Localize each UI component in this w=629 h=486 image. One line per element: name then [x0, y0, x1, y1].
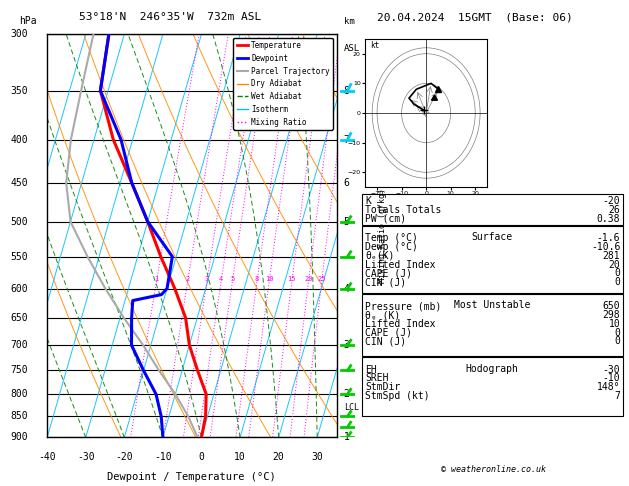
- Text: -10.6: -10.6: [591, 242, 620, 252]
- Text: -20: -20: [116, 451, 133, 462]
- Text: 7: 7: [344, 135, 350, 145]
- Text: ASL: ASL: [344, 44, 360, 53]
- Text: 8: 8: [344, 86, 350, 96]
- Text: SREH: SREH: [365, 373, 389, 383]
- Text: -30: -30: [77, 451, 94, 462]
- Text: CAPE (J): CAPE (J): [365, 328, 413, 338]
- Text: Totals Totals: Totals Totals: [365, 205, 442, 215]
- Text: 0: 0: [615, 268, 620, 278]
- Text: 700: 700: [11, 340, 28, 350]
- Text: Surface: Surface: [472, 232, 513, 243]
- Text: Pressure (mb): Pressure (mb): [365, 301, 442, 312]
- Text: 8: 8: [255, 277, 259, 282]
- Text: Lifted Index: Lifted Index: [365, 319, 436, 329]
- Text: kt: kt: [370, 41, 379, 50]
- Text: 30: 30: [311, 451, 323, 462]
- Text: 25: 25: [318, 277, 326, 282]
- Text: 7: 7: [615, 391, 620, 401]
- Text: PW (cm): PW (cm): [365, 214, 406, 224]
- Text: 300: 300: [11, 29, 28, 39]
- Text: -20: -20: [603, 196, 620, 207]
- Text: 450: 450: [11, 178, 28, 188]
- Text: 4: 4: [344, 283, 350, 294]
- Text: 10: 10: [265, 277, 273, 282]
- Text: K: K: [365, 196, 371, 207]
- Text: 281: 281: [603, 251, 620, 261]
- Text: Mixing Ratio (g/kg): Mixing Ratio (g/kg): [378, 188, 387, 283]
- Text: 650: 650: [11, 313, 28, 323]
- Text: 350: 350: [11, 86, 28, 96]
- Text: 6: 6: [344, 178, 350, 188]
- Text: StmDir: StmDir: [365, 382, 401, 392]
- Text: 2: 2: [186, 277, 189, 282]
- Text: Hodograph: Hodograph: [465, 364, 519, 374]
- Text: 2: 2: [344, 389, 350, 399]
- Text: 4: 4: [219, 277, 223, 282]
- Text: 400: 400: [11, 135, 28, 145]
- Text: 0: 0: [615, 277, 620, 287]
- Text: CAPE (J): CAPE (J): [365, 268, 413, 278]
- Text: 20: 20: [608, 260, 620, 270]
- Text: StmSpd (kt): StmSpd (kt): [365, 391, 430, 401]
- Legend: Temperature, Dewpoint, Parcel Trajectory, Dry Adiabat, Wet Adiabat, Isotherm, Mi: Temperature, Dewpoint, Parcel Trajectory…: [233, 38, 333, 130]
- Text: θₑ(K): θₑ(K): [365, 251, 395, 261]
- Text: 26: 26: [608, 205, 620, 215]
- Text: CIN (J): CIN (J): [365, 277, 406, 287]
- Text: 5: 5: [230, 277, 235, 282]
- Text: Most Unstable: Most Unstable: [454, 300, 530, 311]
- Text: 1: 1: [154, 277, 159, 282]
- Text: 20: 20: [273, 451, 284, 462]
- Text: EH: EH: [365, 364, 377, 375]
- Text: 3: 3: [344, 340, 350, 350]
- Text: 650: 650: [603, 301, 620, 312]
- Text: 148°: 148°: [597, 382, 620, 392]
- Text: 5: 5: [344, 217, 350, 226]
- Text: θₑ (K): θₑ (K): [365, 310, 401, 320]
- Text: 10: 10: [608, 319, 620, 329]
- Text: 800: 800: [11, 389, 28, 399]
- Text: 0: 0: [615, 336, 620, 347]
- Text: Dewp (°C): Dewp (°C): [365, 242, 418, 252]
- Text: 10: 10: [234, 451, 246, 462]
- Text: 900: 900: [11, 433, 28, 442]
- Text: 550: 550: [11, 252, 28, 261]
- Text: 53°18'N  246°35'W  732m ASL: 53°18'N 246°35'W 732m ASL: [79, 12, 261, 22]
- Text: Dewpoint / Temperature (°C): Dewpoint / Temperature (°C): [108, 472, 276, 482]
- Text: km: km: [344, 17, 355, 26]
- Text: -10: -10: [603, 373, 620, 383]
- Text: 298: 298: [603, 310, 620, 320]
- Text: 20.04.2024  15GMT  (Base: 06): 20.04.2024 15GMT (Base: 06): [377, 12, 573, 22]
- Text: 3: 3: [204, 277, 209, 282]
- Text: hPa: hPa: [19, 16, 37, 26]
- Text: 850: 850: [11, 412, 28, 421]
- Text: © weatheronline.co.uk: © weatheronline.co.uk: [442, 465, 546, 474]
- Text: -1.6: -1.6: [597, 233, 620, 243]
- Text: 0: 0: [615, 328, 620, 338]
- Text: 750: 750: [11, 365, 28, 376]
- Text: -40: -40: [38, 451, 56, 462]
- Text: 20: 20: [304, 277, 313, 282]
- Text: 1: 1: [344, 433, 350, 442]
- Text: Lifted Index: Lifted Index: [365, 260, 436, 270]
- Text: 0.38: 0.38: [597, 214, 620, 224]
- Text: 0: 0: [199, 451, 204, 462]
- Text: 15: 15: [287, 277, 296, 282]
- Text: LCL: LCL: [344, 403, 359, 412]
- Text: 500: 500: [11, 217, 28, 226]
- Text: 600: 600: [11, 283, 28, 294]
- Text: -30: -30: [603, 364, 620, 375]
- Text: Temp (°C): Temp (°C): [365, 233, 418, 243]
- Text: CIN (J): CIN (J): [365, 336, 406, 347]
- Text: -10: -10: [154, 451, 172, 462]
